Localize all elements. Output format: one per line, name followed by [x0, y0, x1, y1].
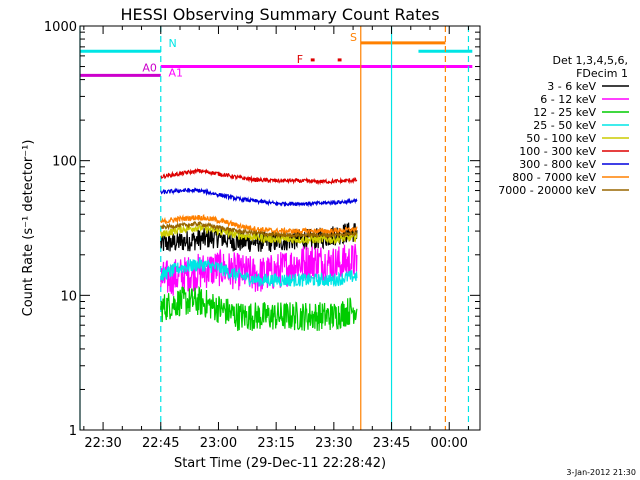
series-line [160, 213, 358, 236]
y-axis-title: Count Rate (s⁻¹ detector⁻¹) [21, 140, 36, 317]
y-tick-label: 1000 [44, 20, 77, 35]
x-tick-label: 22:30 [84, 436, 121, 451]
series-line [160, 257, 358, 288]
x-tick-label: 22:45 [142, 436, 179, 451]
series-line [160, 243, 358, 296]
flag-label: A0 [142, 61, 157, 74]
flag-bars: N A0 A1 S F [80, 31, 473, 80]
legend-entry-label: 50 - 100 keV [526, 132, 596, 145]
legend-entry-label: 7000 - 20000 keV [498, 184, 596, 197]
footer-date: 3-Jan-2012 21:30 [566, 468, 636, 477]
series-line [160, 187, 358, 208]
legend-header-line-2: FDecim 1 [576, 67, 628, 80]
flag-label: F [297, 53, 303, 66]
x-tick-label: 23:15 [257, 436, 294, 451]
legend-entry-label: 6 - 12 keV [540, 93, 596, 106]
x-tick-label: 23:00 [200, 436, 237, 451]
x-tick-label: 23:30 [315, 436, 352, 451]
y-tick-label: 10 [60, 289, 77, 304]
series-group [160, 167, 358, 332]
series-line [160, 167, 358, 186]
flag-label: N [168, 37, 176, 50]
y-axis-ticks: 1 10 100 1000 [44, 20, 480, 439]
vertical-lines [79, 26, 470, 430]
y-tick-label: 1 [69, 424, 77, 439]
series-line [160, 220, 358, 239]
legend-entry-label: 100 - 300 keV [519, 145, 596, 158]
plot-frame [79, 25, 481, 431]
x-axis-title: Start Time (29-Dec-11 22:28:42) [174, 456, 386, 471]
chart-title: HESSI Observing Summary Count Rates [120, 5, 439, 24]
flag-label: S [350, 31, 357, 44]
legend-entry-label: 300 - 800 keV [519, 158, 596, 171]
x-tick-label: 23:45 [373, 436, 410, 451]
legend-entry-label: 25 - 50 keV [533, 119, 596, 132]
y-tick-label: 100 [52, 155, 77, 170]
legend-entry-label: 3 - 6 keV [547, 80, 596, 93]
series-line [160, 223, 358, 246]
series-line [160, 285, 358, 332]
legend-header-line-1: Det 1,3,4,5,6, [552, 54, 628, 67]
x-tick-label: 00:00 [430, 436, 467, 451]
legend-entry-label: 800 - 7000 keV [512, 171, 596, 184]
legend-entry-label: 12 - 25 keV [533, 106, 596, 119]
x-axis-ticks: 22:30 22:45 23:00 23:15 23:30 23:45 00:00 [83, 26, 469, 451]
flag-label: A1 [168, 67, 183, 80]
